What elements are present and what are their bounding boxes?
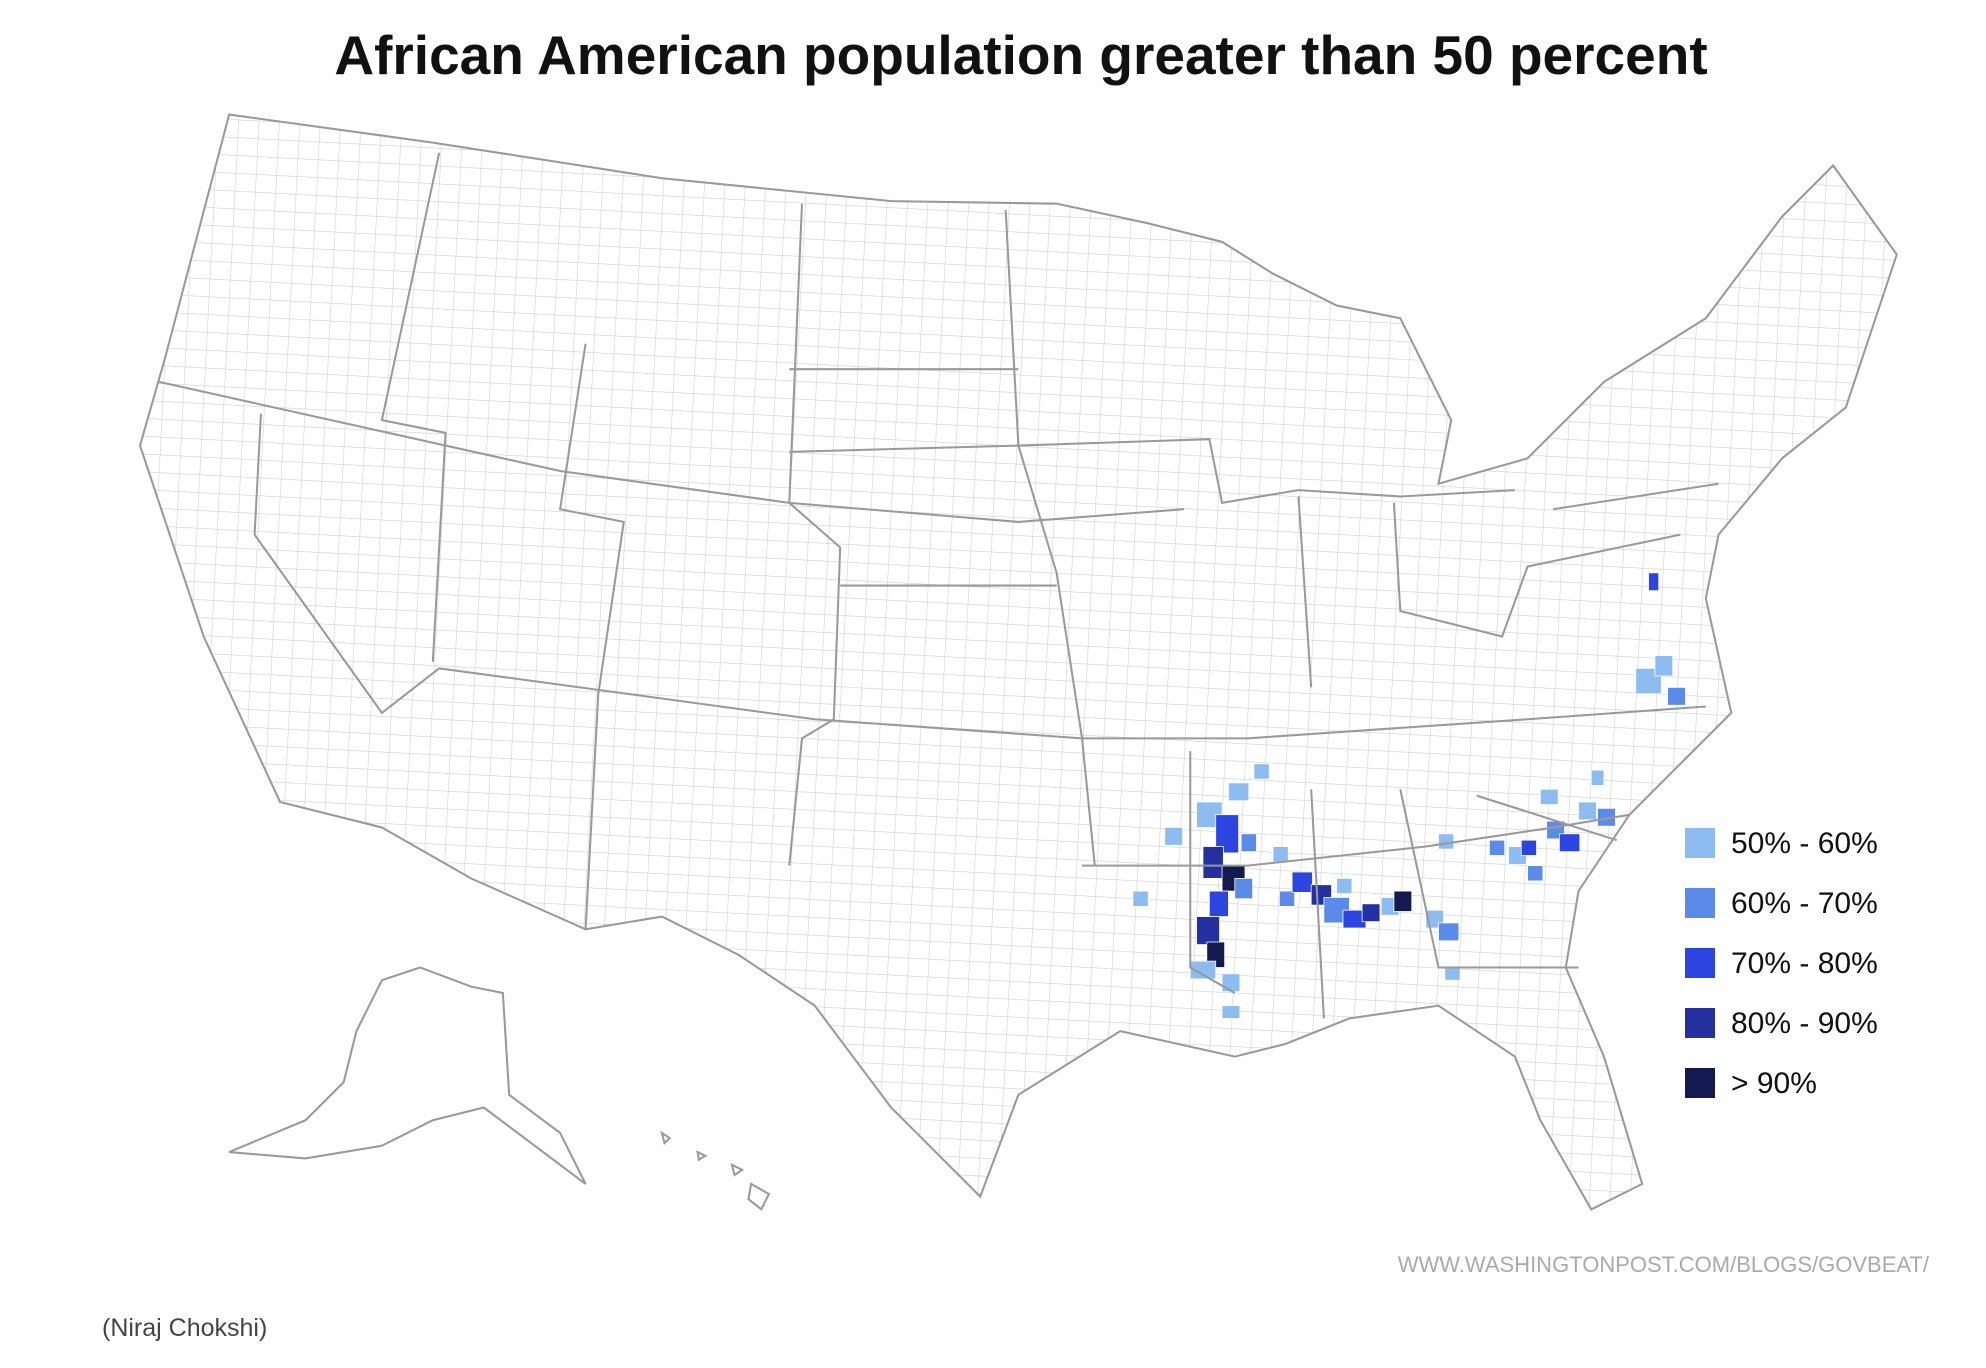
county-highlight	[1208, 890, 1229, 917]
legend-label: 60% - 70%	[1731, 887, 1878, 920]
county-highlight	[1539, 788, 1559, 805]
county-highlight	[1489, 839, 1506, 856]
legend-swatch	[1685, 1008, 1715, 1038]
legend-swatch	[1685, 828, 1715, 858]
county-highlight	[1228, 782, 1250, 802]
legend-swatch	[1685, 1068, 1715, 1098]
photo-credit: (Niraj Chokshi)	[102, 1314, 267, 1342]
county-highlight	[1361, 903, 1381, 923]
hawaii	[660, 1130, 771, 1211]
legend-label: 80% - 90%	[1731, 1007, 1878, 1040]
us-outline	[138, 113, 1898, 1211]
county-highlight	[1559, 833, 1581, 853]
county-highlight	[1578, 801, 1597, 821]
legend-swatch	[1685, 948, 1715, 978]
map-title: African American population greater than…	[334, 24, 1707, 86]
source-url: WWW.WASHINGTONPOST.COM/BLOGS/GOVBEAT/	[1398, 1252, 1930, 1277]
county-highlight	[1654, 655, 1674, 677]
county-highlight	[1278, 890, 1296, 907]
legend-label: 50% - 60%	[1731, 827, 1878, 860]
county-highlight	[1234, 877, 1254, 900]
county-highlight	[1393, 890, 1413, 912]
county-highlight	[1438, 833, 1455, 850]
county-highlight	[1438, 922, 1460, 942]
county-mesh	[140, 114, 1897, 1210]
legend-label: 70% - 80%	[1731, 947, 1878, 980]
county-highlight	[1132, 890, 1149, 907]
county-highlight	[1648, 572, 1660, 592]
county-highlight	[1520, 839, 1537, 856]
county-highlight	[1291, 871, 1313, 893]
county-highlight	[1215, 814, 1240, 854]
county-highlight	[1221, 973, 1241, 993]
county-highlight	[1336, 877, 1353, 895]
state-borders	[158, 152, 1719, 1019]
county-highlight	[1667, 687, 1686, 706]
us-map	[138, 113, 1898, 1211]
county-highlight	[1272, 846, 1289, 863]
county-highlight	[1164, 827, 1183, 846]
county-highlight	[1189, 960, 1217, 980]
legend: 50% - 60% 60% - 70% 70% - 80% 80% - 90% > 90…	[1685, 827, 1878, 1100]
county-highlight	[1527, 865, 1544, 882]
county-highlight	[1444, 967, 1461, 981]
county-highlight	[1202, 846, 1224, 879]
alaska	[228, 966, 587, 1185]
county-highlight	[1240, 833, 1257, 853]
legend-label: > 90%	[1731, 1067, 1817, 1100]
county-highlights	[1132, 572, 1686, 1019]
county-highlight	[1196, 916, 1220, 945]
county-highlight	[1221, 1005, 1241, 1019]
county-highlight	[1590, 769, 1605, 786]
county-highlight	[1253, 763, 1270, 780]
legend-swatch	[1685, 888, 1715, 918]
